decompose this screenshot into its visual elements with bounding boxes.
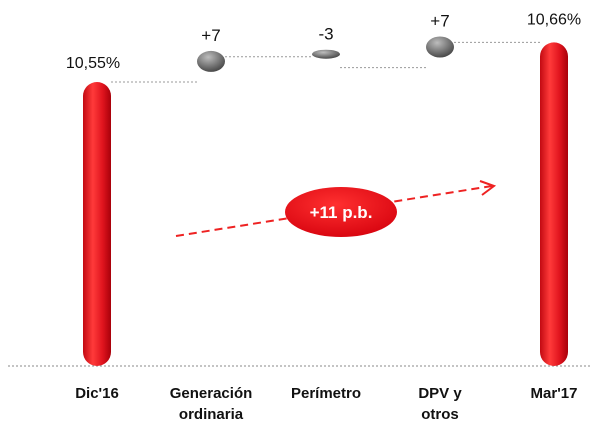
total-change-badge [285, 187, 397, 237]
total-change-label: +11 p.b. [310, 203, 373, 222]
bar-start-value-label: 10,55% [66, 55, 120, 72]
step-delta-label: +7 [430, 12, 449, 31]
step-delta-label: +7 [201, 26, 220, 45]
category-label: Mar'17 [531, 385, 578, 402]
step-marker [426, 36, 454, 58]
category-label: Generación [170, 385, 253, 402]
category-label: Dic'16 [75, 385, 119, 402]
bar-end-value-label: 10,66% [527, 11, 581, 28]
category-label: DPV y [418, 385, 462, 402]
step-delta-label: -3 [318, 25, 333, 44]
bar-start [83, 82, 111, 366]
category-label: otros [421, 406, 459, 423]
bar-end [540, 42, 568, 367]
category-label: ordinaria [179, 406, 244, 423]
step-marker [197, 50, 225, 72]
category-label: Perímetro [291, 385, 361, 402]
step-marker [312, 49, 340, 59]
trend-arrowhead [479, 180, 497, 196]
